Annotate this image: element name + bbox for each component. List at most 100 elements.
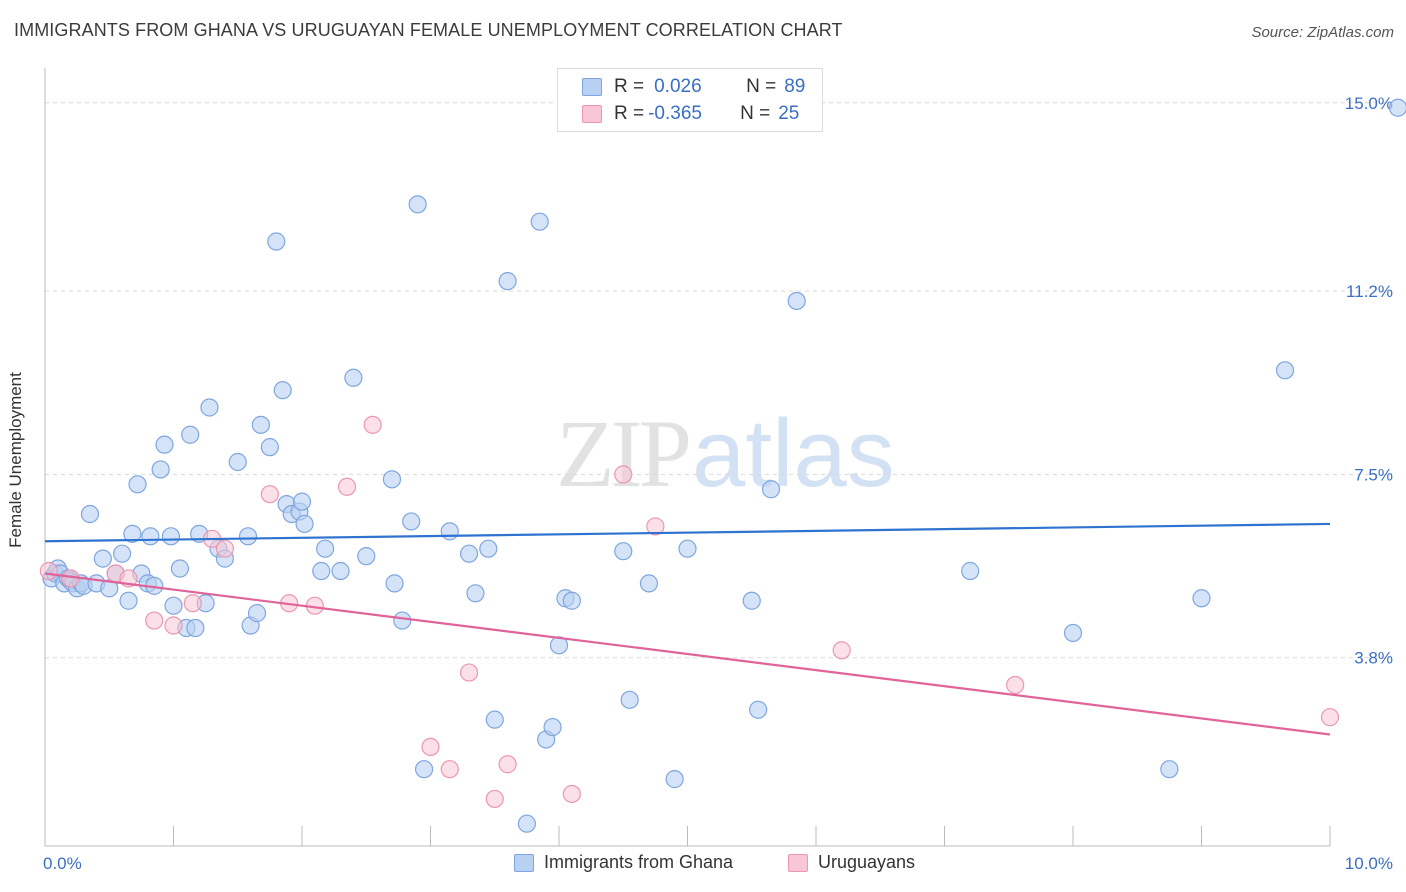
ghana-point (562, 591, 581, 610)
ghana-point (479, 539, 498, 558)
ghana-point (316, 539, 335, 558)
ghana-point (517, 814, 536, 833)
ghana-point (498, 272, 517, 291)
pink-swatch-icon (582, 105, 602, 123)
ghana-point (161, 527, 181, 546)
uruguayan-point (1006, 675, 1025, 695)
uruguayan-point (459, 663, 479, 682)
uruguayan-trend-line (44, 572, 1331, 736)
ghana-point (402, 512, 421, 531)
ghana-point (119, 591, 138, 610)
ghana-point (112, 544, 132, 563)
chart-title: IMMIGRANTS FROM GHANA VS URUGUAYAN FEMAL… (14, 20, 843, 40)
uruguayan-point (260, 485, 279, 504)
ghana-point (251, 415, 270, 434)
ghana-point (141, 527, 160, 546)
ghana-point (128, 475, 147, 494)
ghana-point (1192, 589, 1211, 608)
ghana-point (385, 574, 404, 593)
uruguayan-point (39, 561, 58, 581)
y-tick-label: 11.2% (1346, 282, 1393, 301)
ghana-point (238, 527, 258, 546)
ghana-point (665, 770, 684, 789)
x-tick-label: 10.0% (1345, 854, 1393, 873)
source-credit: Source: ZipAtlas.com (1251, 24, 1394, 41)
ghana-point (530, 212, 549, 231)
legend-label: Uruguayans (818, 852, 916, 872)
ghana-point (1388, 98, 1406, 117)
r-value: -0.365 (648, 103, 702, 124)
legend-label: Immigrants from Ghana (544, 852, 734, 872)
ghana-point (155, 435, 174, 454)
n-value: 89 (784, 76, 806, 97)
ghana-point (186, 618, 205, 638)
ghana-point (344, 368, 363, 387)
ghana-point (382, 470, 402, 489)
ghana-point (614, 542, 633, 561)
uruguayan-point (832, 641, 851, 660)
pink-swatch-icon (788, 853, 808, 872)
legend-item-uruguayans[interactable]: Uruguayans (788, 852, 915, 873)
ghana-point (247, 604, 267, 623)
uruguayan-point (164, 616, 183, 635)
y-tick-label: 15.0% (1345, 94, 1393, 113)
uruguayan-point (498, 755, 517, 774)
uruguayan-point (562, 784, 581, 804)
ghana-point (620, 690, 639, 709)
x-tick-label: 0.0% (43, 854, 82, 873)
uruguayan-point (145, 611, 164, 630)
uruguayan-point (215, 539, 234, 558)
stats-row-uruguayans: R = -0.365 N = 25 (582, 102, 799, 126)
ghana-point (414, 760, 434, 779)
ghana-point (543, 717, 562, 737)
uruguayan-point (440, 760, 459, 779)
ghana-point (273, 381, 292, 400)
ghana-point (787, 291, 806, 311)
ghana-point (678, 539, 697, 558)
ghana-point (123, 524, 142, 543)
y-tick-label: 7.5% (1354, 465, 1393, 484)
ghana-point (485, 710, 504, 729)
ghana-point (267, 232, 286, 251)
ghana-point (961, 561, 980, 581)
uruguayan-point (646, 517, 665, 536)
r-label: R = (614, 103, 645, 124)
ghana-point (228, 452, 247, 472)
uruguayan-point (183, 594, 202, 613)
ghana-point (393, 611, 412, 630)
uruguayan-point (337, 477, 357, 496)
ghana-point (260, 438, 279, 457)
ghana-point (151, 460, 170, 479)
ghana-point (459, 544, 479, 563)
ghana-point (761, 480, 781, 499)
uruguayan-point (614, 465, 633, 484)
ghana-point (1160, 760, 1179, 779)
ghana-point (440, 522, 459, 541)
stats-row-ghana: R = 0.026 N = 89 (582, 75, 805, 99)
legend-item-ghana[interactable]: Immigrants from Ghana (514, 852, 733, 873)
ghana-point (742, 591, 761, 610)
ghana-point (331, 561, 350, 581)
n-value: 25 (778, 103, 800, 124)
ghana-point (466, 584, 485, 603)
ghana-point (295, 514, 314, 534)
y-tick-label: 3.8% (1354, 649, 1393, 668)
ghana-trend-line (44, 522, 1331, 543)
ghana-point (181, 425, 200, 444)
r-label: R = (614, 76, 645, 97)
ghana-point (357, 547, 376, 566)
ghana-point (80, 504, 100, 524)
uruguayan-point (485, 789, 504, 809)
ghana-point (312, 561, 331, 581)
ghana-point (170, 559, 190, 578)
n-label: N = (740, 103, 771, 124)
stats-box: R = 0.026 N = 89 R = -0.365 N = 25 (557, 68, 823, 132)
blue-swatch-icon (514, 853, 534, 872)
ghana-point (93, 549, 112, 568)
ghana-point (164, 596, 183, 615)
ghana-point (200, 398, 219, 417)
uruguayan-point (1320, 708, 1340, 727)
ghana-point (408, 195, 427, 214)
uruguayan-point (363, 415, 382, 434)
uruguayan-point (421, 737, 440, 757)
